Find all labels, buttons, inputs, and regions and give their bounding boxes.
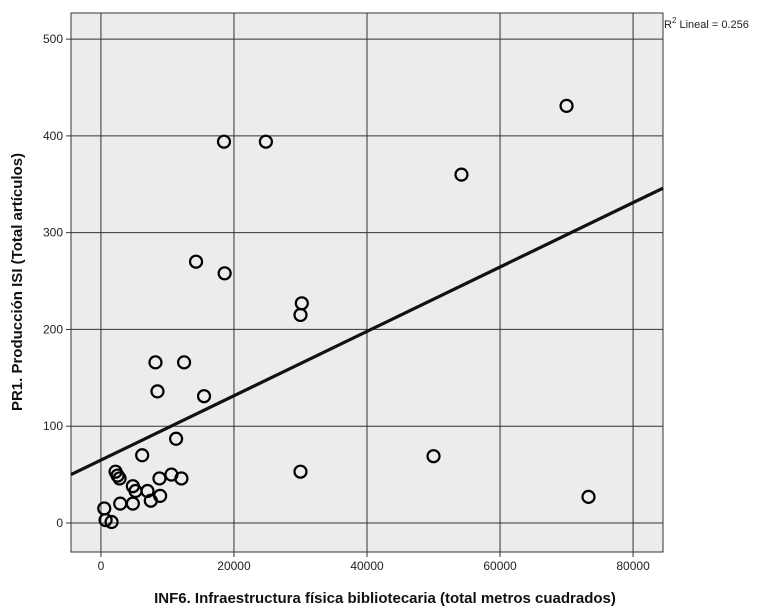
data-point bbox=[188, 254, 204, 269]
data-point bbox=[152, 471, 167, 486]
x-axis-title: INF6. Infraestructura física bibliotecar… bbox=[154, 590, 616, 607]
data-point bbox=[143, 493, 158, 508]
y-tick-label: 0 bbox=[56, 516, 63, 530]
data-point bbox=[216, 134, 232, 149]
regression-fit-line bbox=[70, 186, 664, 477]
data-point bbox=[176, 355, 192, 370]
data-point bbox=[258, 134, 273, 149]
x-tick-label: 60000 bbox=[483, 559, 517, 573]
data-point bbox=[112, 471, 127, 486]
data-point bbox=[168, 431, 184, 446]
data-point bbox=[217, 266, 232, 281]
data-points bbox=[97, 98, 596, 530]
data-point bbox=[148, 355, 163, 370]
y-axis-title: PR1. Producción ISI (Total artículos) bbox=[9, 153, 26, 411]
data-point bbox=[125, 496, 140, 511]
data-point bbox=[150, 384, 165, 399]
y-tick-label: 200 bbox=[43, 322, 63, 336]
x-tick-label: 20000 bbox=[217, 559, 251, 573]
x-tick-label: 80000 bbox=[616, 559, 650, 573]
y-tick-label: 100 bbox=[43, 419, 63, 433]
x-tick-label: 40000 bbox=[350, 559, 384, 573]
data-point bbox=[293, 464, 308, 479]
data-point bbox=[135, 448, 150, 463]
data-point bbox=[98, 512, 113, 528]
x-tick-label: 0 bbox=[98, 559, 105, 573]
data-point bbox=[454, 167, 469, 182]
axis-ticks: 0 20000 40000 60000 80000 0 100 200 300 400 500 bbox=[43, 32, 650, 573]
data-point bbox=[293, 307, 308, 323]
data-point bbox=[581, 489, 596, 504]
data-point bbox=[104, 514, 119, 530]
y-tick-label: 500 bbox=[43, 32, 63, 46]
data-point bbox=[196, 389, 212, 404]
y-tick-label: 300 bbox=[43, 226, 63, 240]
data-point bbox=[174, 471, 189, 486]
r2-annotation: R2 Lineal = 0.256 bbox=[664, 16, 749, 31]
data-point bbox=[426, 449, 441, 464]
y-tick-label: 400 bbox=[43, 129, 63, 143]
gridlines bbox=[71, 13, 663, 552]
data-point bbox=[559, 98, 574, 113]
